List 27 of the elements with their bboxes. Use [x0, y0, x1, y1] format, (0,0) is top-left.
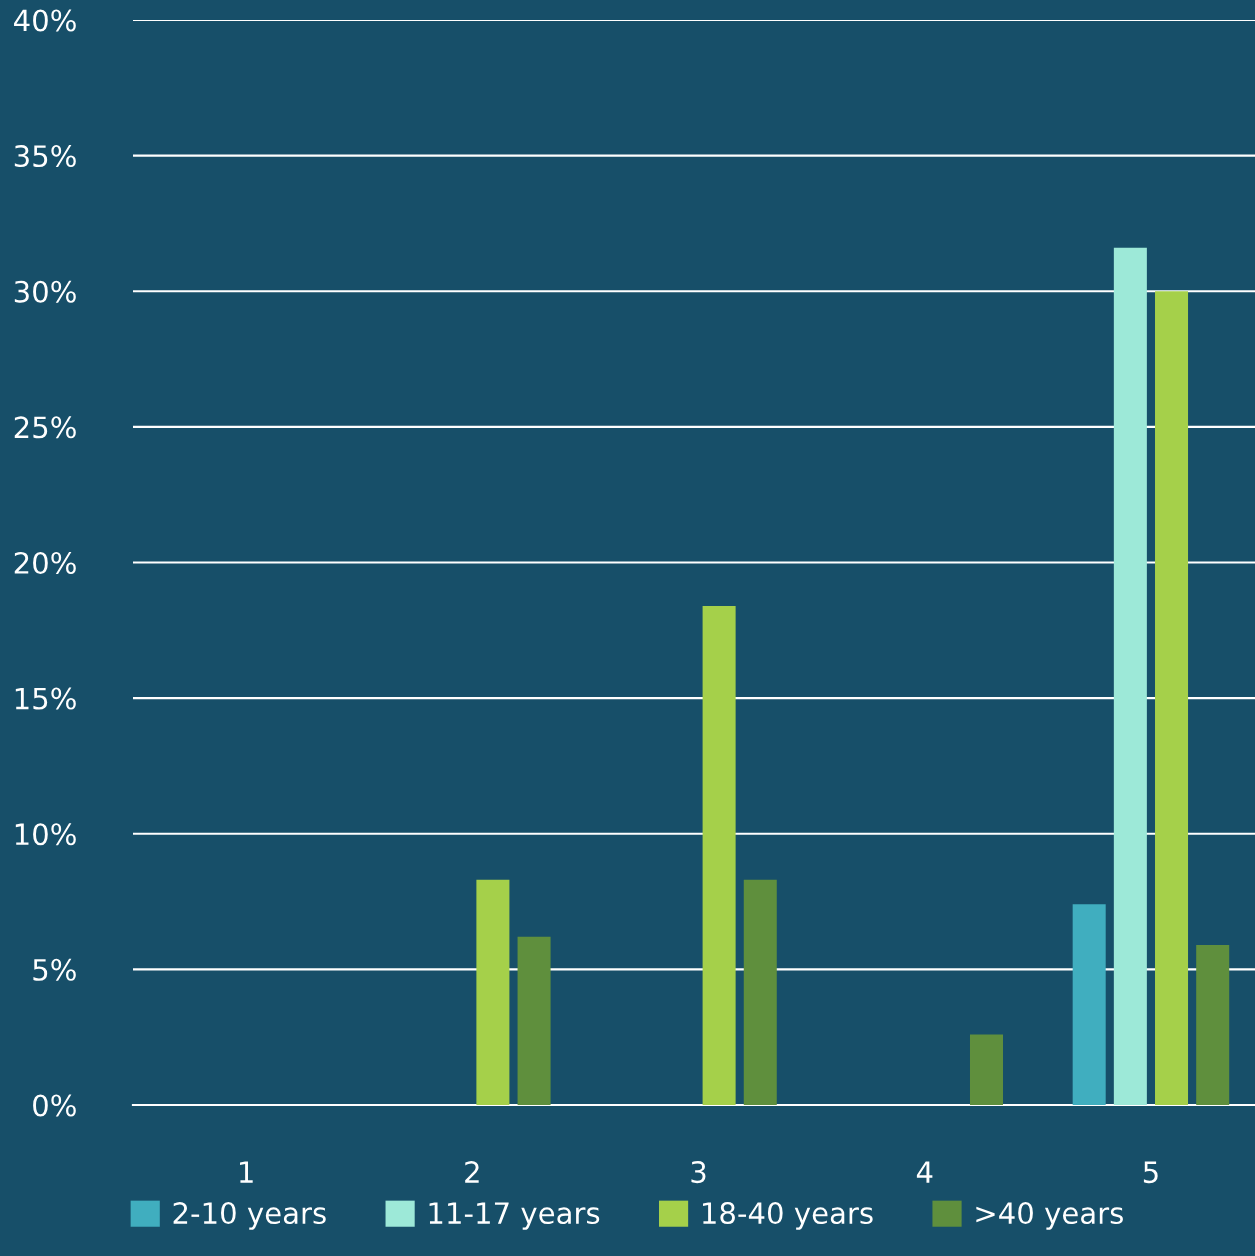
bar [702, 605, 736, 1105]
legend-label: >40 years [976, 1202, 1123, 1230]
y-tick-label: 15% [15, 687, 76, 710]
bar [1072, 904, 1106, 1105]
bar [476, 879, 510, 1105]
legend-label: 11-17 years [429, 1202, 600, 1230]
legend-label: 2-10 years [173, 1202, 326, 1230]
bar [1196, 944, 1230, 1105]
y-tick-label: 20% [14, 551, 76, 574]
x-tick-label: 5 [1143, 1161, 1158, 1184]
y-tick-label: 10% [15, 823, 76, 846]
y-tick-label: 40% [14, 9, 76, 32]
bar [743, 879, 777, 1105]
bar [1155, 291, 1189, 1105]
y-tick-label: 35% [14, 145, 76, 168]
y-tick-label: 0% [33, 1094, 76, 1117]
bar [517, 936, 551, 1105]
y-tick-label: 30% [14, 280, 76, 303]
x-tick-label: 1 [240, 1161, 253, 1183]
y-tick-label: 25% [14, 416, 76, 439]
x-tick-label: 4 [916, 1161, 933, 1183]
x-tick-label: 2 [465, 1161, 479, 1183]
legend-label: 18-40 years [703, 1202, 873, 1230]
y-tick-label: 5% [33, 958, 76, 981]
bar [1113, 247, 1147, 1105]
x-tick-label: 3 [691, 1161, 706, 1184]
bar [969, 1034, 1003, 1105]
